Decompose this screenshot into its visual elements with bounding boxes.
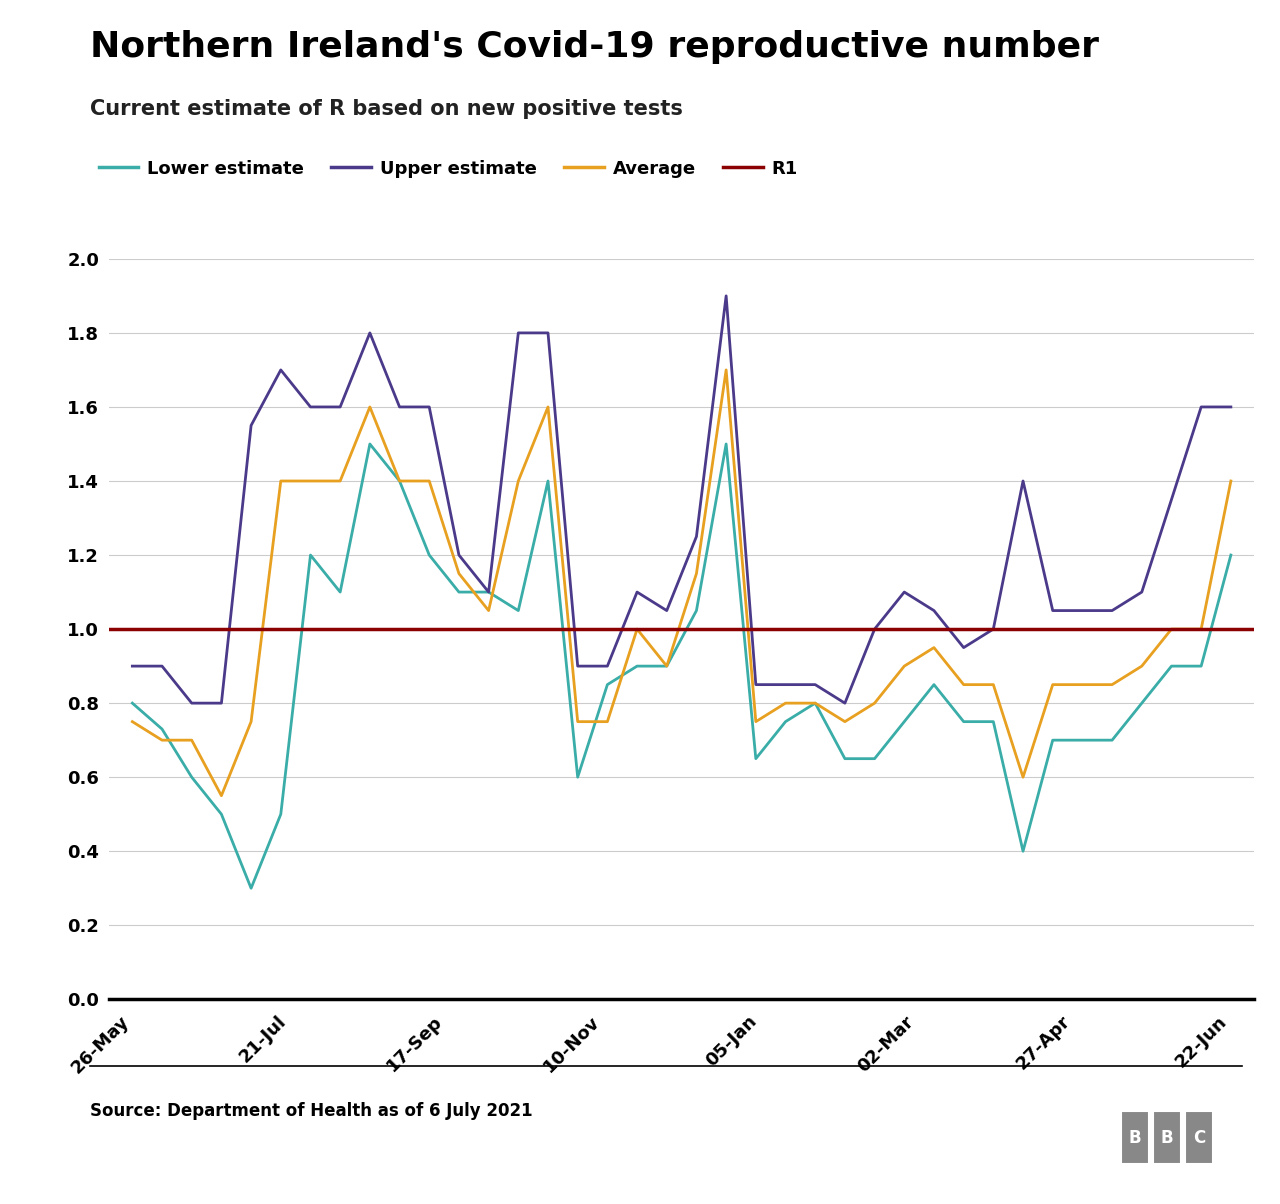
Bar <box>1185 1111 1213 1164</box>
Text: Current estimate of R based on new positive tests: Current estimate of R based on new posit… <box>90 99 682 119</box>
Text: B: B <box>1129 1129 1142 1146</box>
Text: C: C <box>1193 1129 1206 1146</box>
Legend: Lower estimate, Upper estimate, Average, R1: Lower estimate, Upper estimate, Average,… <box>99 159 797 177</box>
Text: Source: Department of Health as of 6 July 2021: Source: Department of Health as of 6 Jul… <box>90 1102 532 1120</box>
Text: Northern Ireland's Covid-19 reproductive number: Northern Ireland's Covid-19 reproductive… <box>90 30 1098 64</box>
Text: B: B <box>1161 1129 1174 1146</box>
Bar <box>1153 1111 1180 1164</box>
Bar <box>1121 1111 1149 1164</box>
